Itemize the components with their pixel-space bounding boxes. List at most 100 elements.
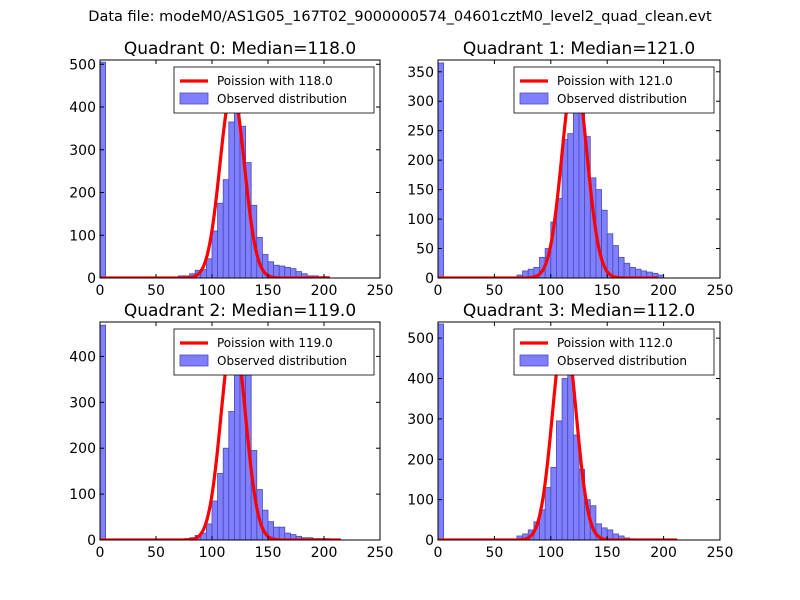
legend-fit-label: Poission with 119.0 [217,336,333,350]
y-tick-label: 200 [407,452,434,468]
y-tick-label: 500 [407,331,434,347]
y-tick-label: 200 [69,441,96,457]
figure-suptitle: Data file: modeM0/AS1G05_167T02_90000005… [88,9,712,25]
y-tick-label: 200 [69,186,96,202]
x-tick-label: 50 [147,545,165,561]
histogram-bar [100,61,106,278]
x-tick-label: 0 [96,283,105,299]
x-tick-label: 100 [537,545,564,561]
y-tick-label: 150 [407,183,434,199]
histogram-bar [100,324,106,540]
legend-observed-label: Observed distribution [557,92,687,106]
y-tick-label: 400 [69,349,96,365]
legend-observed-swatch [519,354,549,367]
y-tick-label: 350 [407,65,434,81]
x-tick-label: 0 [434,545,443,561]
x-tick-label: 100 [199,545,226,561]
histogram-bar [228,411,235,540]
histogram-bar [561,378,569,540]
x-tick-label: 150 [594,283,621,299]
histogram-bar [228,121,235,278]
histogram-bar [556,420,563,540]
legend-observed-label: Observed distribution [217,92,347,106]
histogram-bar [217,202,224,278]
y-tick-label: 0 [87,533,96,549]
histogram-bar [278,526,286,540]
x-tick-label: 150 [594,545,621,561]
y-tick-label: 400 [407,372,434,388]
histogram-bar [438,62,445,278]
x-tick-label: 50 [485,283,503,299]
y-tick-label: 400 [69,100,96,116]
quadrant-1-axes-frame [437,59,721,279]
x-tick-label: 0 [96,545,105,561]
poisson-fit-line [100,331,342,540]
histogram-bar [278,265,286,278]
y-tick-label: 200 [407,153,434,169]
quadrant-0-panel: 0 50 100 150 200 250 0 100 200 300 400 500 Quadrant … [69,39,393,299]
legend-fit-label: Poission with 112.0 [557,336,673,350]
y-tick-label: 300 [69,143,96,159]
quadrant-2-panel: 0 50 100 150 200 250 0 100 200 300 400 Quadrant 2: … [69,301,393,561]
histogram-bar [211,230,218,278]
x-tick-label: 100 [537,283,564,299]
y-tick-label: 100 [407,212,434,228]
histogram-bar [572,434,580,540]
histogram-bar [567,133,574,278]
quadrant-2-title: Quadrant 2: Median=119.0 [124,301,356,321]
quadrant-1-plot-area [438,62,665,278]
histogram-bar [438,323,445,540]
legend-fit-label: Poission with 121.0 [557,74,673,88]
quadrant-1-title: Quadrant 1: Median=121.0 [463,39,695,59]
x-tick-label: 250 [707,545,734,561]
y-tick-label: 300 [407,94,434,110]
histogram-bar [211,500,218,540]
legend-observed-swatch [179,92,209,105]
x-tick-label: 0 [434,283,443,299]
x-tick-label: 250 [707,283,734,299]
x-tick-label: 250 [367,545,394,561]
y-tick-label: 0 [425,533,434,549]
histogram-bar [550,466,557,540]
x-tick-label: 50 [485,545,503,561]
legend-fit-label: Poission with 118.0 [217,74,333,88]
y-tick-label: 50 [416,242,434,258]
legend-box [173,328,375,376]
quadrant-1-panel: 0 50 100 150 200 250 0 50 100 150 200 250 300 350 Quad… [407,39,733,299]
histogram-bar [205,258,213,278]
y-tick-label: 100 [69,487,96,503]
quadrant-2-axes-frame [99,321,381,541]
histogram-bar [623,262,631,278]
quadrant-2-plot-area [100,324,342,540]
y-tick-label: 0 [425,271,434,287]
y-tick-label: 500 [69,57,96,73]
x-tick-label: 50 [147,283,165,299]
x-tick-label: 150 [255,283,282,299]
quadrant-3-title: Quadrant 3: Median=112.0 [463,301,695,321]
x-tick-label: 200 [311,283,338,299]
poisson-fit-line [100,88,331,278]
quadrant-3-axes-frame [437,321,721,541]
histogram-bar [205,523,213,540]
histogram-bar [233,108,241,278]
quadrant-3-panel: 0 50 100 150 200 250 0 100 200 300 400 500 Quadrant … [407,301,733,561]
y-tick-label: 300 [407,412,434,428]
legend-box [513,66,715,114]
histogram-bar [612,245,619,278]
quadrant-0-plot-area [100,61,331,278]
histogram-bar [544,487,552,540]
x-tick-label: 200 [650,545,677,561]
legend-box [513,328,715,376]
legend-observed-label: Observed distribution [557,354,687,368]
y-tick-label: 100 [407,493,434,509]
y-tick-label: 0 [87,271,96,287]
histogram-bar [618,256,625,278]
y-tick-label: 100 [69,228,96,244]
y-tick-label: 250 [407,124,434,140]
legend-box [173,66,375,114]
histogram-bar [222,447,230,540]
x-tick-label: 200 [650,283,677,299]
histogram-bar [222,179,230,278]
legend-observed-swatch [179,354,209,367]
